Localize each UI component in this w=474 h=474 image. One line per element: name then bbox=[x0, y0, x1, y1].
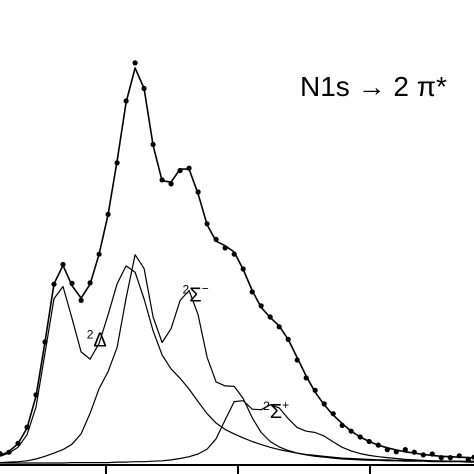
data-point bbox=[438, 455, 444, 461]
peak-label: 2Σ+ bbox=[263, 398, 289, 423]
data-point bbox=[471, 454, 474, 460]
data-point bbox=[429, 451, 435, 457]
data-point bbox=[411, 449, 417, 455]
data-point bbox=[87, 280, 93, 286]
data-point bbox=[96, 251, 102, 257]
data-point bbox=[456, 453, 462, 459]
data-point bbox=[177, 167, 183, 174]
data-point bbox=[267, 314, 273, 320]
data-point bbox=[213, 236, 219, 242]
x-axis bbox=[0, 464, 474, 474]
data-point bbox=[366, 438, 372, 445]
data-point bbox=[132, 60, 138, 66]
data-point bbox=[312, 387, 318, 393]
data-point bbox=[339, 422, 345, 428]
data-point bbox=[393, 449, 399, 455]
peak-label: 2Σ− bbox=[183, 282, 209, 307]
data-point bbox=[330, 411, 336, 417]
data-point bbox=[78, 297, 84, 303]
data-point bbox=[294, 357, 300, 363]
data-point bbox=[150, 141, 156, 148]
data-point bbox=[24, 424, 30, 430]
component-line bbox=[0, 400, 474, 464]
data-point bbox=[186, 165, 192, 171]
data-point bbox=[276, 324, 282, 330]
component-line bbox=[0, 265, 474, 462]
data-point bbox=[402, 447, 408, 453]
data-point bbox=[0, 451, 3, 457]
data-point bbox=[195, 189, 201, 195]
peak-labels: 2Δ 2Σ− 2Σ+ bbox=[87, 282, 289, 424]
data-point bbox=[114, 160, 120, 166]
data-point bbox=[159, 177, 165, 183]
data-point bbox=[447, 455, 453, 461]
chart-title: N1s → 2 π* bbox=[300, 71, 447, 102]
data-point bbox=[258, 303, 264, 309]
data-point bbox=[204, 221, 210, 227]
data-point bbox=[249, 289, 255, 295]
data-point bbox=[240, 266, 246, 272]
fit-envelope-line bbox=[0, 67, 474, 459]
data-point bbox=[321, 401, 327, 407]
data-point bbox=[303, 375, 309, 381]
data-point bbox=[420, 452, 426, 458]
data-point bbox=[285, 336, 291, 342]
data-point bbox=[384, 447, 390, 453]
data-point bbox=[375, 442, 381, 448]
data-point bbox=[168, 181, 174, 187]
data-point bbox=[222, 245, 228, 251]
component-line bbox=[0, 254, 474, 464]
data-points bbox=[0, 60, 474, 462]
data-point bbox=[348, 428, 354, 434]
data-point bbox=[357, 434, 363, 440]
data-point bbox=[69, 280, 75, 286]
data-point bbox=[141, 85, 147, 92]
data-point bbox=[231, 251, 237, 257]
plot-area bbox=[0, 60, 474, 464]
data-point bbox=[60, 261, 66, 268]
data-point bbox=[123, 98, 129, 104]
data-point bbox=[105, 211, 111, 217]
peak-label: 2Δ bbox=[87, 328, 107, 352]
data-point bbox=[51, 281, 57, 287]
